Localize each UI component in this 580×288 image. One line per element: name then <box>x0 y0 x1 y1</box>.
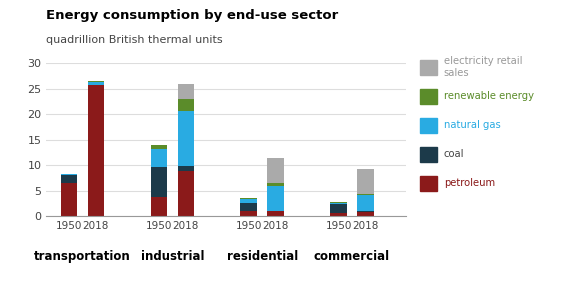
Bar <box>267 211 284 216</box>
Text: coal: coal <box>444 149 464 159</box>
FancyBboxPatch shape <box>420 88 437 104</box>
Bar <box>177 111 194 166</box>
Bar <box>177 84 194 99</box>
Bar <box>331 203 347 204</box>
Bar <box>267 158 284 183</box>
Text: natural gas: natural gas <box>444 120 501 130</box>
Bar <box>357 211 374 212</box>
Text: petroleum: petroleum <box>444 178 495 188</box>
Text: industrial: industrial <box>140 250 204 263</box>
Bar <box>267 186 284 211</box>
Bar <box>241 211 257 216</box>
Bar <box>151 167 167 197</box>
Bar <box>267 183 284 186</box>
Bar <box>241 198 257 199</box>
Bar <box>88 81 104 82</box>
Bar <box>88 85 104 216</box>
Bar <box>357 212 374 216</box>
Bar <box>151 149 167 167</box>
Bar <box>61 175 77 183</box>
Text: commercial: commercial <box>314 250 390 263</box>
Text: quadrillion British thermal units: quadrillion British thermal units <box>46 35 223 45</box>
Text: Energy consumption by end-use sector: Energy consumption by end-use sector <box>46 9 339 22</box>
Bar <box>331 213 347 216</box>
Text: renewable energy: renewable energy <box>444 91 534 101</box>
Bar <box>241 203 257 211</box>
Bar <box>357 194 374 195</box>
Bar <box>357 169 374 194</box>
Text: transportation: transportation <box>34 250 130 263</box>
Bar <box>151 197 167 216</box>
Bar <box>331 202 347 203</box>
Bar <box>61 174 77 175</box>
Bar <box>177 171 194 216</box>
FancyBboxPatch shape <box>420 60 437 75</box>
Text: residential: residential <box>227 250 298 263</box>
Text: electricity retail
sales: electricity retail sales <box>444 56 522 78</box>
FancyBboxPatch shape <box>420 118 437 133</box>
Bar <box>61 183 77 216</box>
FancyBboxPatch shape <box>420 147 437 162</box>
Bar <box>357 195 374 211</box>
FancyBboxPatch shape <box>420 176 437 191</box>
Bar <box>177 166 194 171</box>
Bar <box>331 204 347 213</box>
Bar <box>151 145 167 149</box>
Bar <box>241 199 257 203</box>
Bar <box>177 99 194 111</box>
Bar <box>88 82 104 85</box>
